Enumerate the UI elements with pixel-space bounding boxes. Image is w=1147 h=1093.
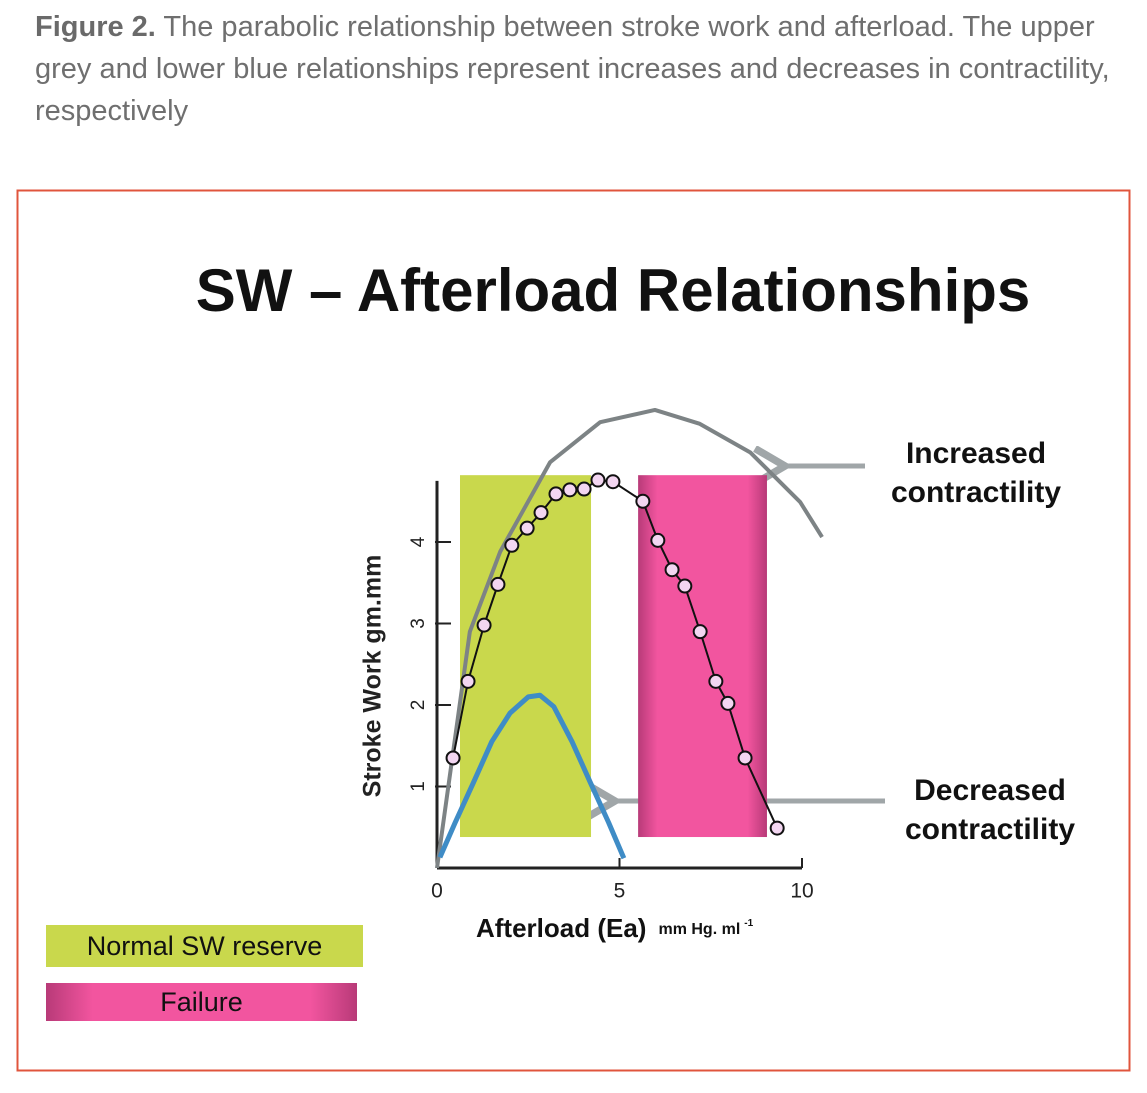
series-line (437, 692, 627, 860)
y-tick-label: 3 (408, 618, 429, 629)
data-point (548, 486, 564, 502)
x-tick-label: 0 (431, 880, 443, 903)
x-axis-unit-exponent: -1 (744, 918, 753, 929)
y-tick-label: 4 (408, 536, 429, 547)
y-tick-label: 1 (408, 781, 429, 792)
band (638, 475, 767, 838)
data-point (460, 673, 476, 689)
band (459, 475, 592, 838)
data-point (590, 472, 606, 488)
caption-label: Figure 2. (35, 11, 156, 43)
data-point (445, 750, 461, 766)
data-point (708, 673, 724, 689)
legend-swatch (46, 983, 357, 1021)
x-tick-label: 5 (614, 880, 626, 903)
data-point (533, 505, 549, 521)
chart-title: SW – Afterload Relationships (196, 257, 1031, 324)
data-point (692, 624, 708, 640)
data-point (769, 820, 785, 836)
legend-label: Failure (160, 987, 243, 1017)
plot: 1 2 3 4 0 5 10 Stroke Work gm.mm Afterload (Ea) m… (359, 407, 824, 943)
annotation: Decreased (914, 774, 1066, 807)
caption: Figure 2. The parabolic relationship bet… (35, 6, 1135, 132)
figure-frame (16, 189, 1131, 1072)
legend-swatch (46, 925, 363, 967)
data-point (720, 695, 736, 711)
data-point (737, 750, 753, 766)
data-point (562, 482, 578, 498)
data-point (576, 481, 592, 497)
data-point (476, 617, 492, 633)
x-tick-label: 10 (790, 880, 813, 903)
data-point (605, 474, 621, 490)
x-axis-unit: mm Hg. ml (658, 921, 740, 938)
series-line (435, 407, 824, 869)
x-axis-label: Afterload (Ea) mm Hg. ml -1 (476, 913, 754, 943)
annotation: contractility (891, 476, 1061, 509)
x-axis-title: Afterload (Ea) (476, 913, 646, 943)
data-point (504, 537, 520, 553)
data-point (490, 576, 506, 592)
legend-label: Normal SW reserve (87, 931, 323, 961)
y-tick-label: 2 (408, 700, 429, 711)
y-axis-label: Stroke Work gm.mm (359, 555, 387, 798)
annotation: Increased (906, 437, 1046, 470)
annotation: contractility (905, 813, 1075, 846)
data-point (635, 493, 651, 509)
caption-text: The parabolic relationship between strok… (35, 11, 1110, 127)
data-point (519, 520, 535, 536)
data-point (664, 562, 680, 578)
data-point (650, 532, 666, 548)
data-point (677, 578, 693, 594)
